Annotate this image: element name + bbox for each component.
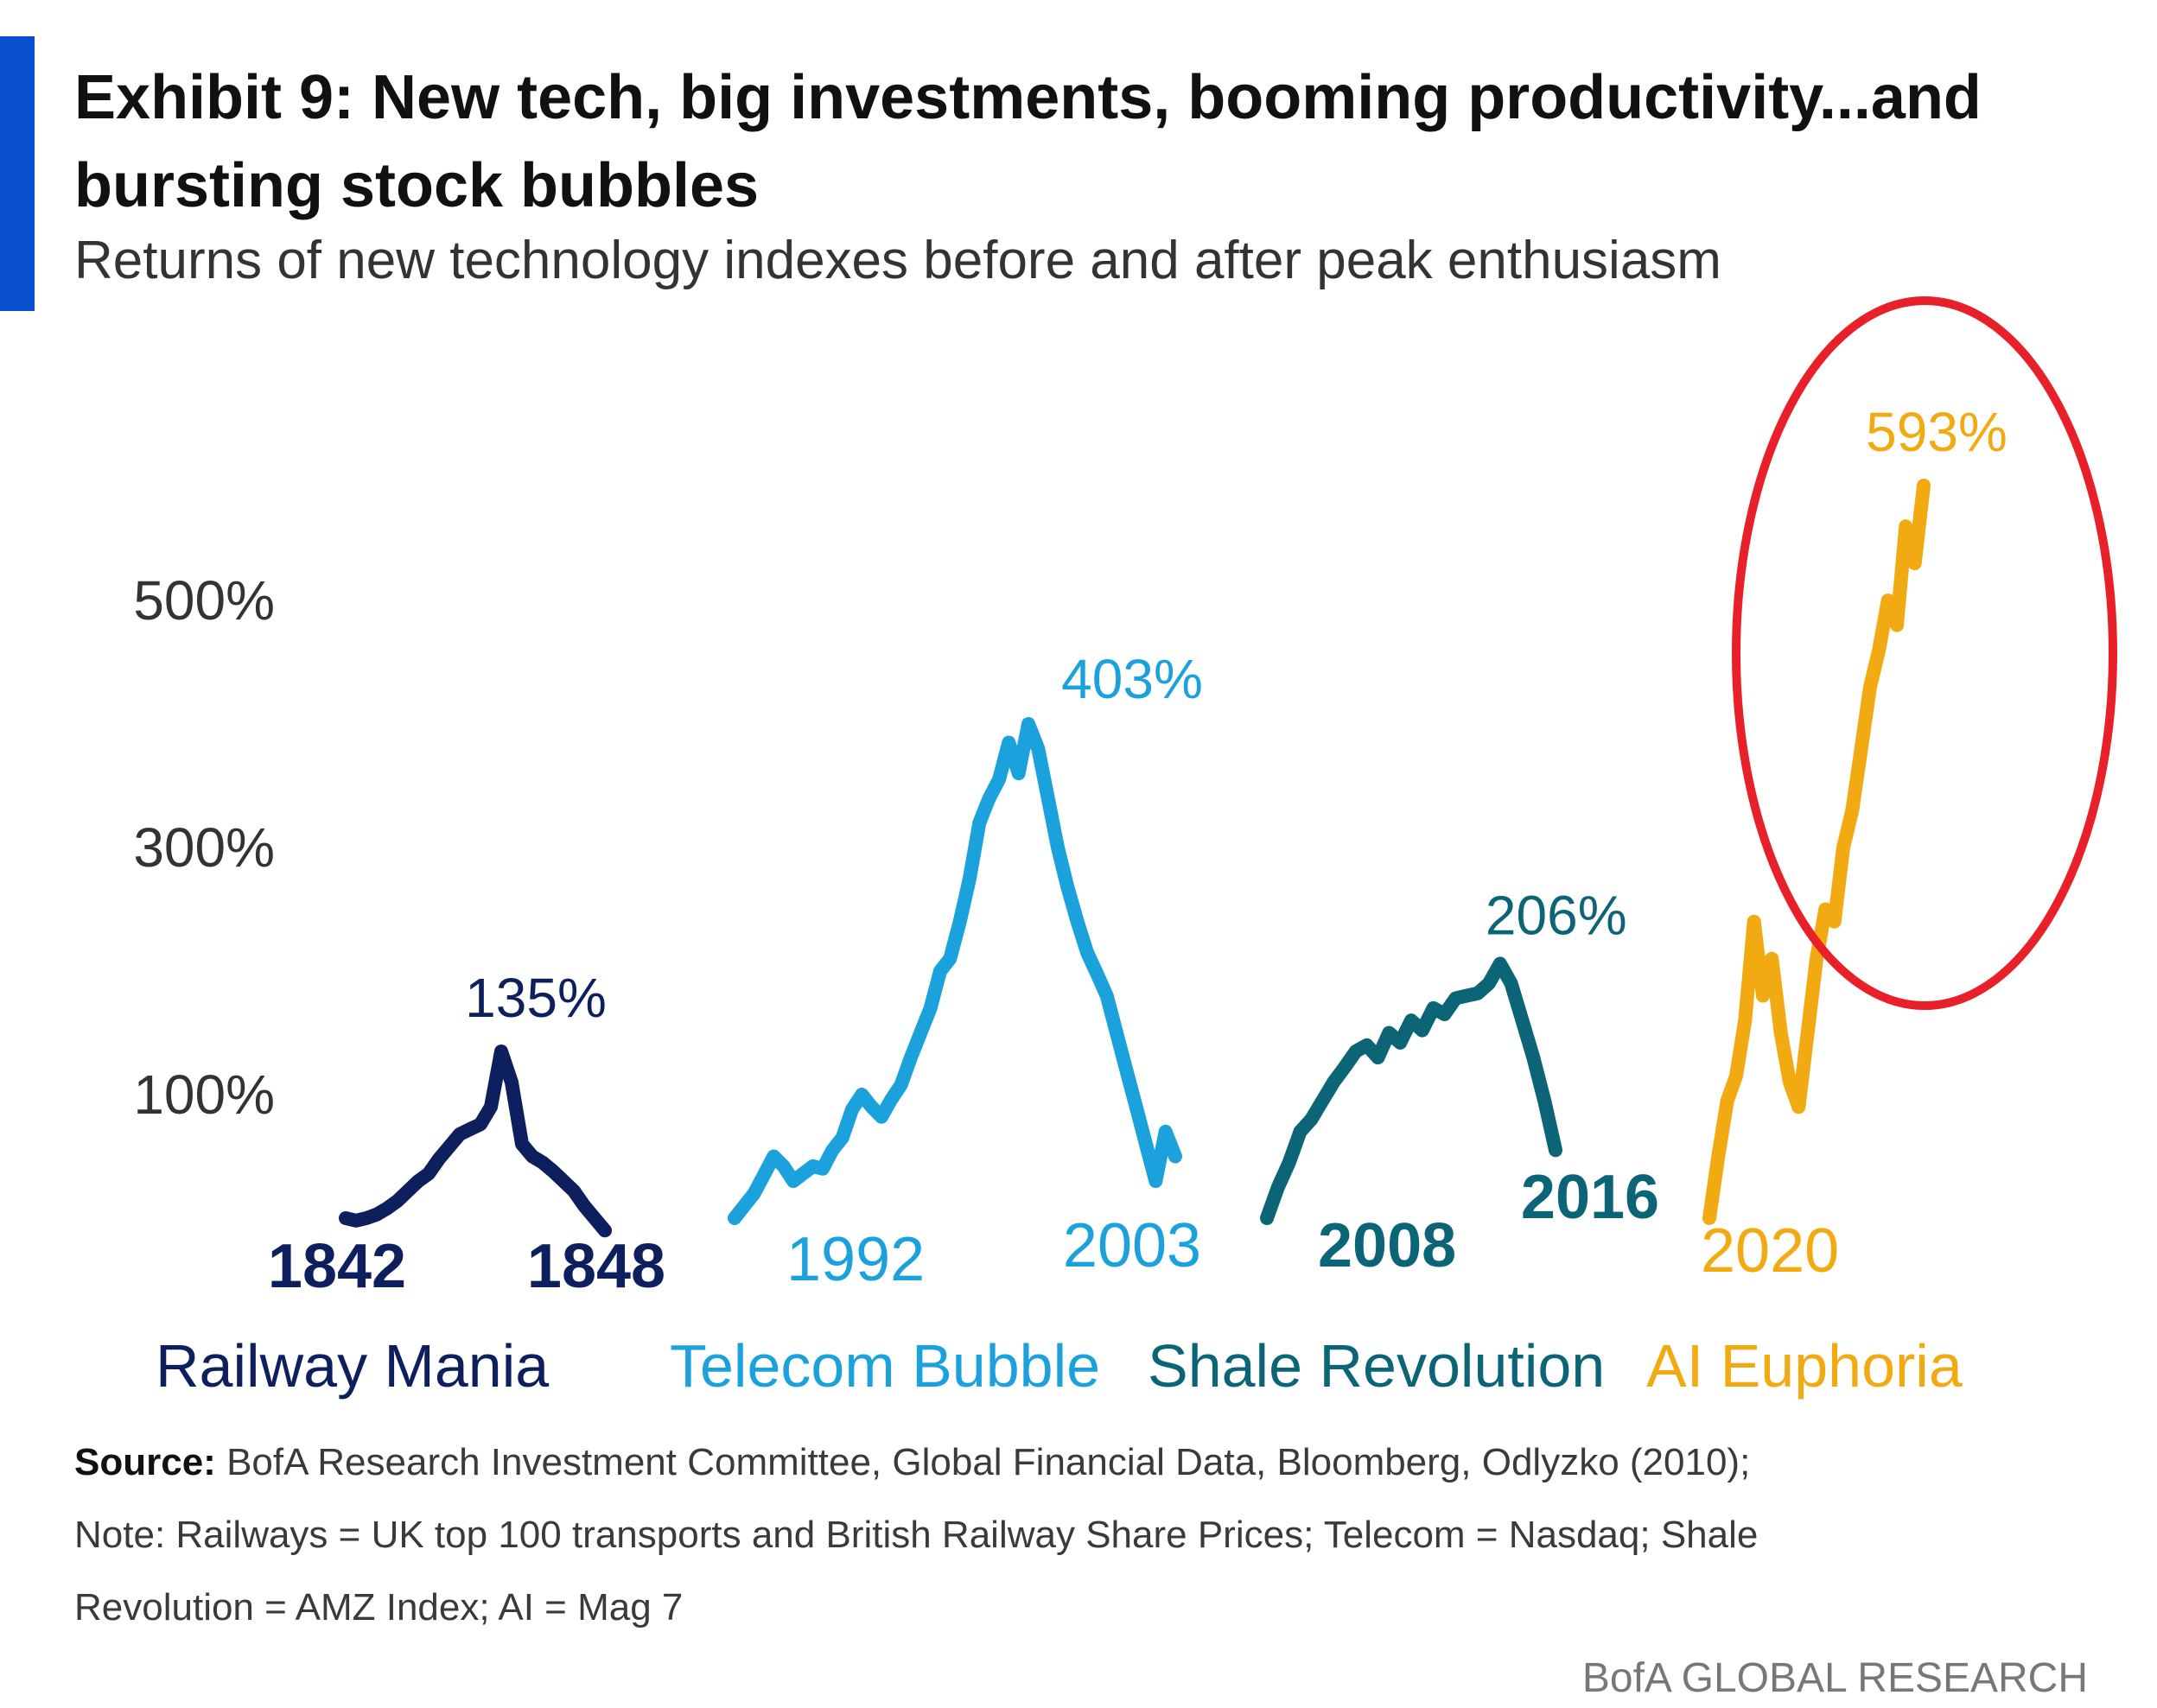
series-1: 135% 1842 1848 Railway Mania <box>156 967 665 1400</box>
series-line <box>339 1044 612 1238</box>
highlight-circle <box>1732 296 2117 1010</box>
end-year-label: 2016 <box>1521 1163 1659 1232</box>
y-axis: 500% 300% 100% <box>133 569 275 1126</box>
start-year-label: 2008 <box>1318 1211 1456 1280</box>
source-text: BofA Research Investment Committee, Glob… <box>226 1441 1751 1483</box>
category-label: AI Euphoria <box>1646 1332 1963 1400</box>
series-4: 593% 2020 AI Euphoria <box>1646 401 2007 1400</box>
peak-label: 135% <box>465 967 607 1029</box>
start-year-label: 2020 <box>1701 1216 1839 1286</box>
series-2: 403% 1992 2003 Telecom Bubble <box>670 648 1203 1400</box>
accent-bar <box>0 36 35 311</box>
peak-label: 593% <box>1866 401 2007 463</box>
series-line <box>1702 479 1931 1225</box>
peak-label: 206% <box>1486 884 1627 946</box>
start-year-label: 1992 <box>786 1225 925 1294</box>
brand-label: BofA GLOBAL RESEARCH <box>1581 1655 2088 1701</box>
y-tick-label: 500% <box>133 569 275 632</box>
source-label: Source: <box>74 1441 216 1483</box>
end-year-label: 1848 <box>527 1232 665 1301</box>
series-line <box>728 717 1182 1225</box>
note-line-2: Revolution = AMZ Index; AI = Mag 7 <box>74 1586 684 1629</box>
y-tick-label: 100% <box>133 1064 275 1126</box>
series-layer: 135% 1842 1848 Railway Mania 403% 1992 2003 Tel… <box>156 401 2007 1400</box>
chart-subtitle: Returns of new technology indexes before… <box>74 231 1721 290</box>
note-line-1: Note: Railways = UK top 100 transports a… <box>74 1514 1759 1556</box>
category-label: Telecom Bubble <box>670 1332 1100 1400</box>
start-year-label: 1842 <box>268 1232 406 1301</box>
peak-label: 403% <box>1061 648 1203 710</box>
end-year-label: 2003 <box>1063 1211 1201 1280</box>
category-label: Shale Revolution <box>1148 1332 1605 1400</box>
series-3: 206% 2008 2016 Shale Revolution <box>1148 884 1659 1400</box>
source-line: Source: BofA Research Investment Committ… <box>74 1441 1750 1484</box>
chart-title: Exhibit 9: New tech, big investments, bo… <box>74 63 1982 220</box>
y-tick-label: 300% <box>133 816 275 879</box>
series-line <box>1260 956 1562 1225</box>
category-label: Railway Mania <box>156 1332 549 1400</box>
